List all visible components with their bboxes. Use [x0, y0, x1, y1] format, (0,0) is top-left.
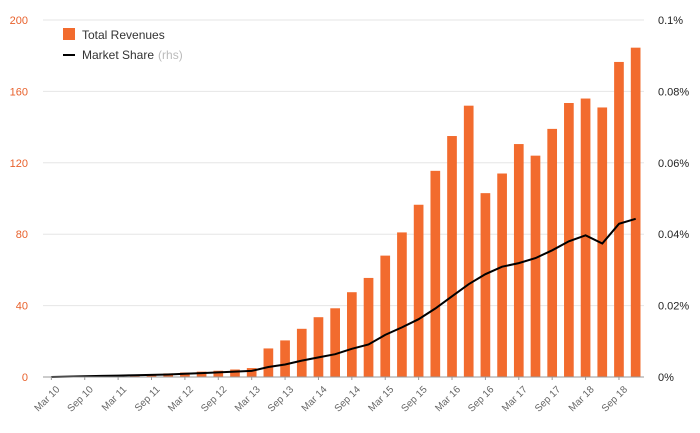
x-tick-label: Mar 14	[300, 384, 330, 414]
x-tick-label: Mar 18	[567, 384, 597, 414]
revenue-bar	[630, 47, 641, 377]
legend: Total Revenues Market Share (rhs)	[63, 28, 183, 62]
y-tick-label-right: 0.02%	[658, 301, 689, 313]
x-tick-label: Mar 17	[500, 384, 530, 414]
x-tick-label: Sep 11	[133, 384, 163, 414]
revenue-bar	[564, 103, 574, 377]
legend-swatch-total-revenues	[63, 28, 75, 40]
x-tick-label: Mar 16	[433, 384, 463, 414]
revenue-bar	[547, 128, 558, 377]
x-tick-label: Sep 17	[533, 384, 563, 414]
revenue-bar	[363, 277, 374, 377]
revenue-bar	[513, 144, 524, 377]
y-tick-label-left: 0	[22, 372, 28, 384]
x-tick-label: Mar 11	[100, 384, 130, 414]
y-tick-label-left: 200	[10, 15, 28, 27]
revenue-bar	[397, 232, 407, 377]
revenue-bar	[580, 98, 591, 377]
gridlines	[43, 19, 644, 307]
y-tick-label-right: 0%	[658, 372, 674, 384]
x-tick-label: Sep 13	[266, 384, 296, 414]
revenue-bar	[230, 369, 240, 377]
revenue-bar	[380, 255, 391, 377]
revenue-bar	[196, 371, 207, 377]
y-tick-label-right: 0.1%	[658, 15, 683, 27]
revenue-bar	[280, 340, 290, 377]
x-tick-label: Sep 14	[333, 384, 363, 414]
y-tick-label-right: 0.06%	[658, 158, 689, 170]
revenue-bar	[313, 317, 324, 377]
revenue-bars	[46, 47, 641, 378]
y-tick-label-right: 0.08%	[658, 86, 689, 98]
x-tick-label: Mar 15	[367, 384, 397, 414]
x-tick-label: Sep 10	[66, 384, 96, 414]
y-tick-label-right: 0.04%	[658, 229, 689, 241]
revenue-bar	[480, 193, 491, 377]
y-tick-label-left: 80	[16, 229, 28, 241]
x-tick-label: Sep 18	[600, 384, 630, 414]
legend-label-rhs-note: (rhs)	[158, 48, 183, 62]
x-tick-label: Mar 13	[233, 384, 263, 414]
y-tick-label-left: 160	[10, 86, 28, 98]
market-share-line-layer	[51, 217, 636, 378]
revenue-bar	[347, 292, 357, 377]
market-share-line	[51, 217, 636, 378]
revenue-bar	[530, 155, 541, 377]
x-tick-label: Sep 16	[466, 384, 496, 414]
revenue-bar	[330, 308, 340, 377]
revenue-bar	[296, 328, 307, 377]
revenue-bar	[614, 61, 624, 377]
x-tick-label: Sep 12	[199, 384, 229, 414]
revenue-bar	[497, 173, 507, 377]
revenue-bar	[413, 204, 424, 377]
revenue-bar	[430, 170, 441, 377]
x-tick-label: Mar 12	[166, 384, 196, 414]
revenue-bar	[213, 370, 224, 377]
y-tick-label-left: 120	[10, 158, 28, 170]
legend-label-market-share-name: Market Share	[82, 48, 154, 62]
revenue-bar	[463, 105, 474, 378]
y-tick-label-left: 40	[16, 301, 28, 313]
revenue-bar	[263, 348, 274, 377]
revenue-bar	[246, 368, 257, 377]
legend-label-market-share: Market Share (rhs)	[82, 48, 183, 62]
legend-label-total-revenues: Total Revenues	[82, 28, 165, 42]
revenue-bar	[447, 136, 457, 377]
x-tick-label: Sep 15	[400, 384, 430, 414]
x-tick-label: Mar 10	[33, 384, 63, 414]
